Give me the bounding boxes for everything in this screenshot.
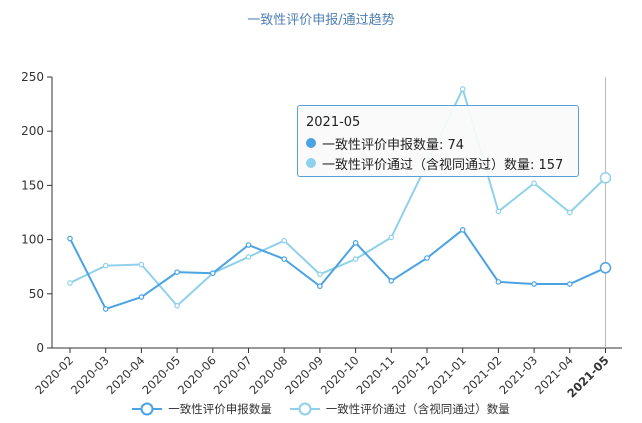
tooltip-row-pass: 一致性评价通过（含视同通过）数量: 157 bbox=[306, 153, 570, 173]
x-tick-label: 2020-12 bbox=[389, 353, 433, 397]
legend-label: 一致性评价通过（含视同通过）数量 bbox=[325, 402, 510, 416]
data-point[interactable] bbox=[459, 86, 466, 92]
data-point[interactable] bbox=[67, 235, 73, 242]
y-tick-label: 0 bbox=[36, 341, 44, 355]
data-point[interactable] bbox=[317, 271, 323, 278]
data-point[interactable] bbox=[174, 269, 180, 275]
data-point[interactable] bbox=[317, 283, 323, 290]
data-point[interactable] bbox=[174, 302, 180, 309]
data-point[interactable] bbox=[599, 262, 612, 274]
y-tick-label: 100 bbox=[21, 233, 44, 247]
x-tick-label: 2020-07 bbox=[211, 353, 255, 397]
data-point[interactable] bbox=[138, 294, 145, 300]
chart-title: 一致性评价申报/通过趋势 bbox=[247, 13, 395, 28]
chart-legend: 一致性评价申报数量 一致性评价通过（含视同通过）数量 bbox=[0, 401, 642, 417]
tooltip-row-label: 一致性评价申报数量: 74 bbox=[322, 137, 465, 153]
x-tick-label: 2020-09 bbox=[282, 353, 326, 397]
x-tick-label: 2020-05 bbox=[139, 353, 183, 397]
tooltip-row-apply: 一致性评价申报数量: 74 bbox=[306, 133, 570, 153]
y-tick-label: 50 bbox=[29, 287, 44, 301]
data-point[interactable] bbox=[245, 242, 252, 248]
x-tick-label: 2020-03 bbox=[68, 353, 112, 397]
x-tick-label: 2020-06 bbox=[175, 353, 219, 397]
data-point[interactable] bbox=[138, 261, 145, 268]
data-point[interactable] bbox=[352, 256, 359, 262]
tooltip: 2021-05 一致性评价申报数量: 74 一致性评价通过（含视同通过）数量: … bbox=[297, 105, 579, 177]
x-tick-label: 2020-11 bbox=[354, 353, 398, 397]
x-tick-label: 2021-03 bbox=[496, 353, 540, 397]
data-point[interactable] bbox=[281, 256, 288, 262]
data-point[interactable] bbox=[67, 280, 73, 286]
legend-line-circle-icon bbox=[289, 402, 320, 416]
data-point[interactable] bbox=[495, 279, 502, 285]
x-tick-label: 2020-08 bbox=[246, 353, 290, 397]
tooltip-row-label: 一致性评价通过（含视同通过）数量: 157 bbox=[322, 157, 564, 173]
data-point[interactable] bbox=[531, 281, 537, 287]
data-point[interactable] bbox=[388, 234, 395, 241]
x-tick-label: 2021-01 bbox=[425, 353, 469, 397]
tooltip-series-dot-icon bbox=[306, 158, 316, 168]
data-point[interactable] bbox=[281, 237, 288, 244]
y-tick-label: 250 bbox=[21, 70, 44, 84]
data-point[interactable] bbox=[566, 209, 573, 216]
tooltip-series-dot-icon bbox=[306, 138, 316, 148]
data-point[interactable] bbox=[245, 254, 252, 260]
data-point[interactable] bbox=[102, 262, 109, 269]
x-tick-label: 2020-02 bbox=[32, 353, 76, 397]
legend-line-circle-icon bbox=[132, 402, 163, 416]
x-tick-label: 2020-04 bbox=[104, 353, 148, 397]
data-point[interactable] bbox=[531, 180, 537, 187]
tooltip-title: 2021-05 bbox=[306, 115, 361, 130]
data-point[interactable] bbox=[210, 270, 216, 277]
data-point[interactable] bbox=[495, 208, 502, 215]
data-point[interactable] bbox=[424, 255, 430, 261]
y-tick-label: 200 bbox=[21, 124, 44, 138]
data-point[interactable] bbox=[102, 306, 109, 312]
x-tick-label: 2020-10 bbox=[318, 353, 362, 397]
legend-item-apply[interactable]: 一致性评价申报数量 bbox=[132, 401, 272, 417]
series-line bbox=[69, 228, 606, 310]
legend-item-pass[interactable]: 一致性评价通过（含视同通过）数量 bbox=[289, 401, 510, 417]
data-point[interactable] bbox=[566, 281, 573, 287]
data-point[interactable] bbox=[459, 227, 466, 233]
y-tick-label: 150 bbox=[21, 178, 44, 192]
legend-label: 一致性评价申报数量 bbox=[168, 402, 272, 416]
data-point[interactable] bbox=[388, 277, 395, 284]
data-point[interactable] bbox=[352, 240, 359, 246]
x-tick-label: 2021-02 bbox=[461, 353, 505, 397]
data-point[interactable] bbox=[599, 172, 612, 184]
